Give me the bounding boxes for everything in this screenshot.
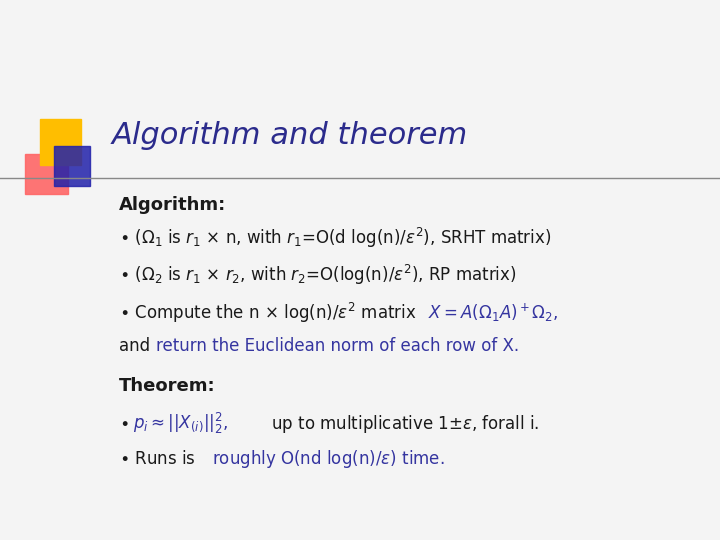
Bar <box>54 146 90 186</box>
Text: $X = A(\Omega_1 A)^+\Omega_2$,: $X = A(\Omega_1 A)^+\Omega_2$, <box>428 302 559 325</box>
Text: and: and <box>119 336 156 355</box>
Bar <box>25 154 68 194</box>
Text: return the Euclidean norm of each row of X.: return the Euclidean norm of each row of… <box>156 336 519 355</box>
Text: roughly O(nd log(n)/$\varepsilon$) time.: roughly O(nd log(n)/$\varepsilon$) time. <box>212 448 445 470</box>
Text: up to multiplicative 1$\pm\varepsilon$, forall i.: up to multiplicative 1$\pm\varepsilon$, … <box>266 413 540 435</box>
Text: Algorithm and theorem: Algorithm and theorem <box>112 120 468 150</box>
Text: Theorem:: Theorem: <box>119 377 215 395</box>
Bar <box>40 119 81 165</box>
Text: $\bullet$: $\bullet$ <box>119 415 131 433</box>
Text: $p_i \approx ||X_{(i)}||_2^2$,: $p_i \approx ||X_{(i)}||_2^2$, <box>133 411 228 436</box>
Text: $\bullet$ Runs is: $\bullet$ Runs is <box>119 450 197 468</box>
Text: $\bullet$ ($\Omega_2$ is $r_1$ $\times$ $r_2$, with $r_2$=O(log(n)/$\varepsilon^: $\bullet$ ($\Omega_2$ is $r_1$ $\times$ … <box>119 264 516 287</box>
Text: $\bullet$ Compute the n $\times$ log(n)/$\varepsilon^2$ matrix: $\bullet$ Compute the n $\times$ log(n)/… <box>119 301 417 325</box>
Text: Algorithm:: Algorithm: <box>119 196 226 214</box>
Text: $\bullet$ ($\Omega_1$ is $r_1$ $\times$ n, with $r_1$=O(d log(n)/$\varepsilon^2$: $\bullet$ ($\Omega_1$ is $r_1$ $\times$ … <box>119 226 551 249</box>
